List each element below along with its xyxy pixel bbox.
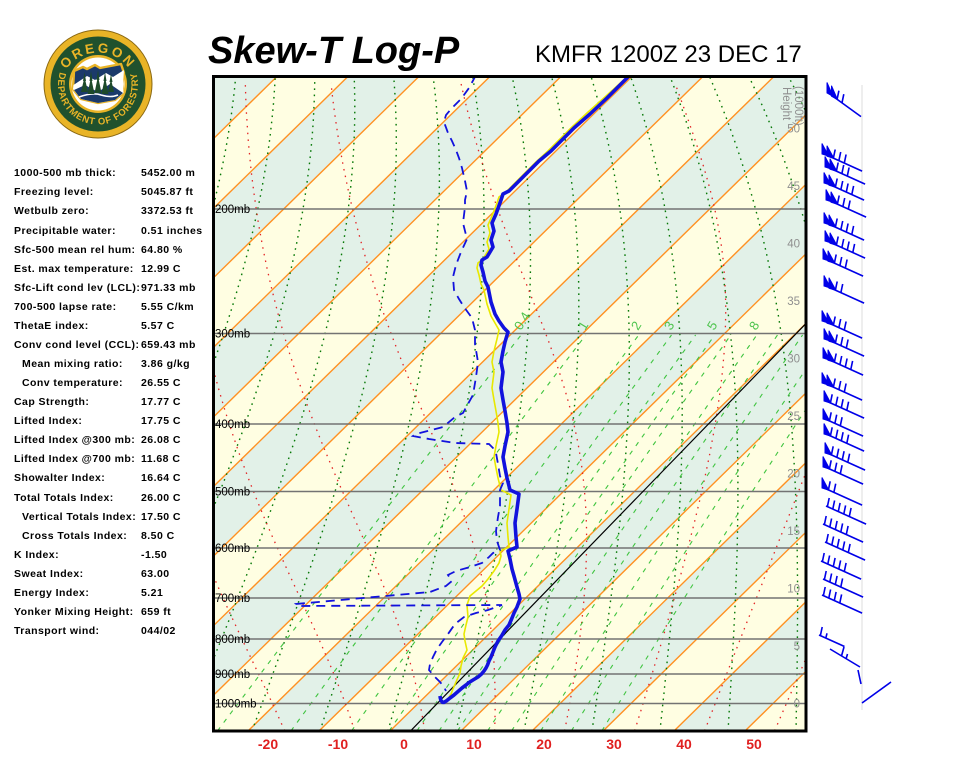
svg-text:-10: -10 [328, 736, 348, 752]
svg-text:0: 0 [794, 699, 800, 711]
svg-text:(1000ft): (1000ft) [792, 86, 804, 126]
svg-text:0: 0 [400, 736, 408, 752]
svg-text:10: 10 [787, 584, 800, 596]
svg-text:600mb: 600mb [215, 543, 250, 555]
svg-text:20: 20 [787, 469, 800, 481]
svg-text:40: 40 [787, 239, 800, 251]
svg-text:-20: -20 [258, 736, 278, 752]
svg-text:25: 25 [787, 411, 800, 423]
svg-text:40: 40 [676, 736, 692, 752]
svg-text:45: 45 [787, 181, 800, 193]
svg-text:50: 50 [787, 124, 800, 136]
svg-text:Height: Height [780, 87, 792, 121]
svg-text:200mb: 200mb [215, 204, 250, 216]
svg-text:50: 50 [746, 736, 762, 752]
svg-text:10: 10 [466, 736, 482, 752]
svg-text:500mb: 500mb [215, 487, 250, 499]
svg-text:1000mb: 1000mb [215, 699, 257, 711]
svg-text:30: 30 [787, 354, 800, 366]
svg-text:800mb: 800mb [215, 634, 250, 646]
svg-text:400mb: 400mb [215, 419, 250, 431]
svg-text:900mb: 900mb [215, 669, 250, 681]
svg-text:30: 30 [606, 736, 622, 752]
svg-text:700mb: 700mb [215, 593, 250, 605]
svg-text:5: 5 [794, 641, 800, 653]
svg-text:15: 15 [787, 526, 800, 538]
svg-text:20: 20 [536, 736, 552, 752]
svg-text:35: 35 [787, 296, 800, 308]
svg-text:300mb: 300mb [215, 329, 250, 341]
